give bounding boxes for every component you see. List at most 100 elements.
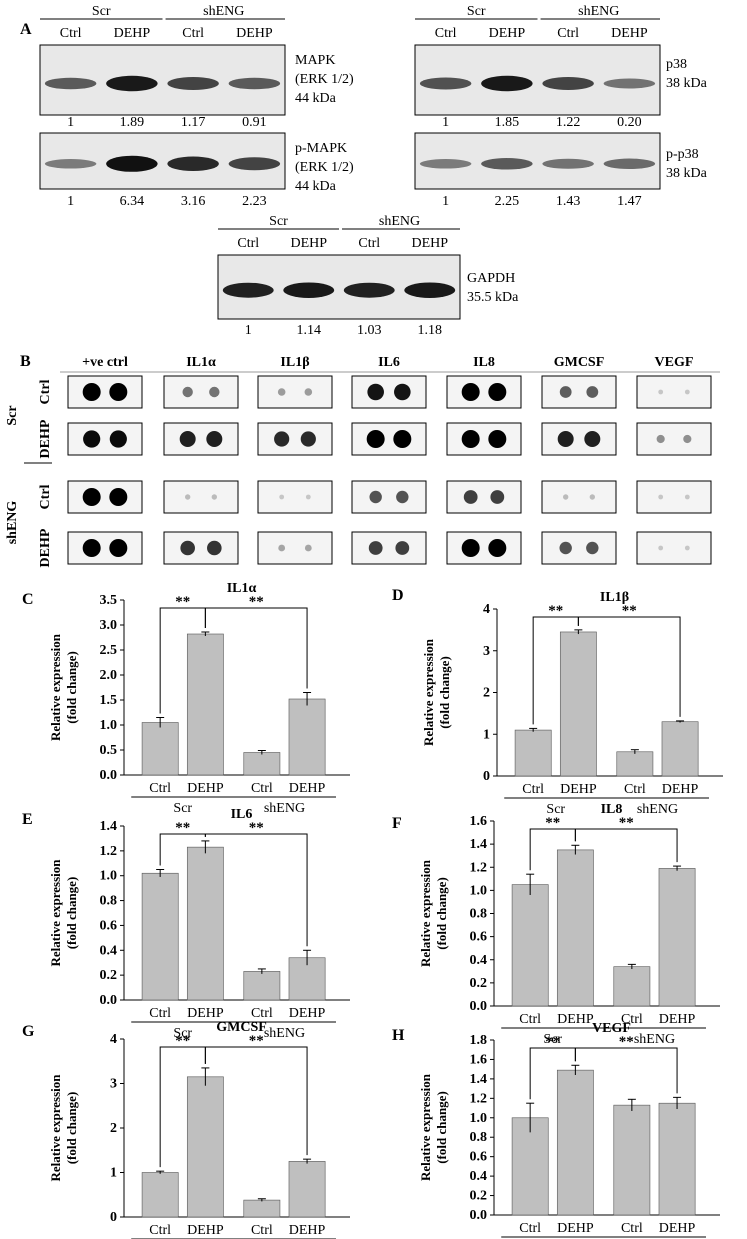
x-category-label: DEHP <box>289 781 326 796</box>
pmapk-quant-value: 1 <box>67 194 74 209</box>
bar <box>141 872 179 1001</box>
y-tick-label: 0.8 <box>470 907 488 922</box>
array-spot <box>206 431 223 447</box>
x-category-label: DEHP <box>560 782 597 797</box>
significance-marker: ** <box>175 1033 190 1049</box>
bar <box>186 846 224 1001</box>
array-spot <box>182 386 193 398</box>
array-spot <box>300 431 316 447</box>
array-row-label: Ctrl <box>38 484 53 509</box>
array-spot-box <box>446 375 522 409</box>
bar <box>658 1102 696 1216</box>
gapdh-blot: 1 1.14 1.03 1.18 GAPDH 35.5 kDa Scr shENG Ctrl DE… <box>217 214 519 338</box>
significance-marker: ** <box>622 603 637 619</box>
chart-title: GMCSF <box>216 1020 267 1035</box>
array-column-header: GMCSF <box>554 355 605 370</box>
array-spot <box>305 494 311 500</box>
array-spot <box>490 490 505 504</box>
y-tick-label: 4 <box>110 1032 117 1047</box>
bar <box>616 751 654 777</box>
y-tick-label: 1.2 <box>100 844 118 859</box>
array-spot <box>684 545 690 551</box>
array-spot <box>559 386 572 398</box>
pp38-band <box>481 158 533 170</box>
array-column-header: IL1α <box>186 355 216 370</box>
y-tick-label: 1.0 <box>100 718 118 733</box>
significance-marker: ** <box>249 1033 264 1049</box>
array-spot <box>684 494 690 500</box>
chart-title: VEGF <box>592 1021 631 1036</box>
array-spot-box <box>636 531 712 565</box>
array-spot-box <box>541 422 617 456</box>
array-row-label: DEHP <box>38 419 53 458</box>
chart-il6: IL6 0.0 0.2 0.4 0.6 0.8 1.0 1.2 1.4 Relative expr… <box>48 807 350 1041</box>
pmapk-band <box>167 156 219 172</box>
array-column-header: VEGF <box>655 355 694 370</box>
array-spot <box>394 383 411 401</box>
bar <box>186 633 224 776</box>
lane-label: Ctrl <box>557 26 579 41</box>
lane-label: Ctrl <box>435 26 457 41</box>
y-tick-label: 0 <box>110 1210 117 1225</box>
array-row-label: Ctrl <box>38 379 53 404</box>
array-spot <box>658 545 664 551</box>
array-spot-box <box>351 480 427 514</box>
array-spot-box <box>163 422 239 456</box>
significance-marker: ** <box>619 1034 634 1050</box>
group-label: Scr <box>173 1026 192 1041</box>
significance-marker: ** <box>175 594 190 610</box>
y-tick-label: 1.2 <box>470 860 488 875</box>
x-category-label: Ctrl <box>251 1223 273 1238</box>
pp38-quant-value: 2.25 <box>495 194 520 209</box>
array-spot <box>461 383 480 401</box>
mapk-band <box>44 77 97 90</box>
bar <box>141 1172 179 1218</box>
bar <box>511 884 549 1007</box>
lane-label: DEHP <box>611 26 648 41</box>
chart-vegf: VEGF 0.0 0.2 0.4 0.6 0.8 1.0 1.2 1.4 1.6 1.8 Relati… <box>418 1021 720 1238</box>
y-tick-label: 2 <box>110 1121 117 1136</box>
panel-letter-d: D <box>392 587 404 604</box>
significance-marker: ** <box>545 1034 560 1050</box>
panel-letter-f: F <box>392 815 402 832</box>
x-category-label: Ctrl <box>621 1221 643 1236</box>
pp38-label: p-p38 <box>666 147 699 162</box>
x-category-label: DEHP <box>187 1223 224 1238</box>
panel-letter-c: C <box>22 591 34 608</box>
significance-marker: ** <box>545 815 560 831</box>
pmapk-blot: 1 6.34 3.16 2.23 p-MAPK (ERK 1/2) 44 kDa <box>39 132 354 209</box>
y-axis-label: (fold change) <box>64 651 79 724</box>
bar-chart-panels: IL1α 0.0 0.5 1.0 1.5 2.0 2.5 3.0 3.5 Relative exp… <box>48 581 723 1239</box>
bar <box>288 698 326 776</box>
p38-label: 38 kDa <box>666 76 708 91</box>
y-axis-label: Relative expression <box>48 1074 63 1182</box>
chart-gmcsf: GMCSF 0 1 2 3 4 Relative expression (fold chang… <box>48 1020 350 1239</box>
lane-label: Ctrl <box>358 236 380 251</box>
array-spot-box <box>446 422 522 456</box>
group-header-sheng: shENG <box>203 4 244 19</box>
y-axis-label: Relative expression <box>418 859 433 967</box>
x-category-label: Ctrl <box>621 1012 643 1027</box>
array-spot-box <box>257 480 333 514</box>
p38-band <box>603 78 656 89</box>
x-category-label: DEHP <box>557 1221 594 1236</box>
y-axis-label: Relative expression <box>48 633 63 741</box>
p38-quant-value: 1 <box>442 115 449 130</box>
chart-title: IL6 <box>231 807 253 822</box>
pmapk-quant-value: 6.34 <box>120 194 145 209</box>
array-spot <box>109 488 128 506</box>
array-spot-box <box>257 375 333 409</box>
y-axis-label: (fold change) <box>437 656 452 729</box>
y-tick-label: 0.4 <box>100 943 118 958</box>
array-spot <box>396 490 409 504</box>
array-spot <box>304 388 313 396</box>
y-tick-label: 0.5 <box>100 743 118 758</box>
array-spot-box <box>163 531 239 565</box>
y-tick-label: 0.0 <box>100 993 118 1008</box>
array-spot-box <box>636 422 712 456</box>
pmapk-band <box>44 159 97 169</box>
bar <box>559 631 597 777</box>
array-spot <box>184 494 191 500</box>
array-spot-box <box>351 531 427 565</box>
gapdh-band <box>283 282 335 298</box>
